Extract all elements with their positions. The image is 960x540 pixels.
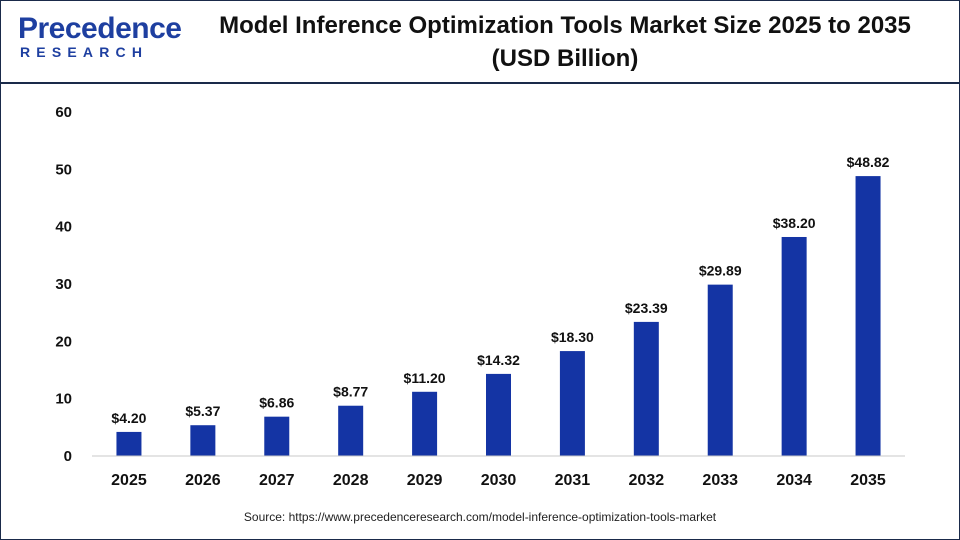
logo-wordmark: Precedence — [18, 12, 182, 45]
data-label: $18.30 — [551, 329, 594, 345]
x-tick-label: 2034 — [776, 472, 812, 489]
data-label: $14.32 — [477, 352, 520, 368]
data-label: $4.20 — [111, 410, 146, 426]
y-tick-label: 10 — [55, 391, 72, 408]
bars-group — [116, 176, 881, 456]
x-tick-label: 2032 — [629, 472, 665, 489]
bar — [264, 416, 290, 456]
bar — [116, 431, 142, 456]
x-tick-label: 2025 — [111, 472, 147, 489]
bar — [190, 425, 216, 456]
source-note: Source: https://www.precedenceresearch.c… — [243, 510, 717, 524]
chart-title-line1: Model Inference Optimization Tools Marke… — [219, 12, 911, 39]
x-tick-label: 2033 — [702, 472, 738, 489]
bar — [559, 351, 585, 456]
y-axis: 0 10 20 30 40 50 60 — [55, 104, 72, 465]
bar — [412, 391, 438, 456]
y-tick-label: 40 — [55, 219, 72, 236]
x-tick-label: 2035 — [850, 472, 886, 489]
data-label: $5.37 — [185, 403, 220, 419]
x-tick-label: 2027 — [259, 472, 295, 489]
bar — [486, 373, 511, 456]
chart-title-line2: (USD Billion) — [491, 45, 639, 72]
y-tick-label: 30 — [55, 276, 72, 293]
bar — [338, 405, 364, 456]
value-labels-group: $4.20 $5.37 $6.86 $8.77 $11.20 $14.32 $18.30 $2… — [111, 154, 889, 426]
data-label: $11.20 — [404, 370, 446, 386]
data-label: $29.89 — [699, 263, 742, 279]
data-label: $48.82 — [847, 154, 890, 170]
logo-subtitle: RESEARCH — [20, 44, 149, 60]
x-axis: 2025 2026 2027 2028 2029 2030 2031 2032 2033 2034… — [111, 472, 886, 489]
y-tick-label: 0 — [64, 448, 72, 465]
x-tick-label: 2029 — [407, 472, 443, 489]
x-tick-label: 2026 — [185, 472, 221, 489]
bar — [707, 284, 733, 456]
brand-logo: Precedence RESEARCH — [18, 14, 182, 62]
bar — [855, 176, 881, 456]
x-tick-label: 2028 — [333, 472, 369, 489]
x-tick-label: 2030 — [481, 472, 517, 489]
data-label: $6.86 — [259, 395, 294, 411]
chart-title: Model Inference Optimization Tools Marke… — [185, 9, 945, 75]
header: Precedence RESEARCH Model Inference Opti… — [0, 0, 960, 84]
data-label: $38.20 — [773, 215, 816, 231]
x-tick-label: 2031 — [555, 472, 591, 489]
bar — [781, 236, 807, 456]
y-tick-label: 50 — [55, 161, 72, 178]
y-tick-label: 60 — [55, 104, 72, 121]
bar — [633, 321, 659, 456]
y-tick-label: 20 — [55, 333, 72, 350]
data-label: $8.77 — [333, 384, 368, 400]
data-label: $23.39 — [625, 300, 668, 316]
